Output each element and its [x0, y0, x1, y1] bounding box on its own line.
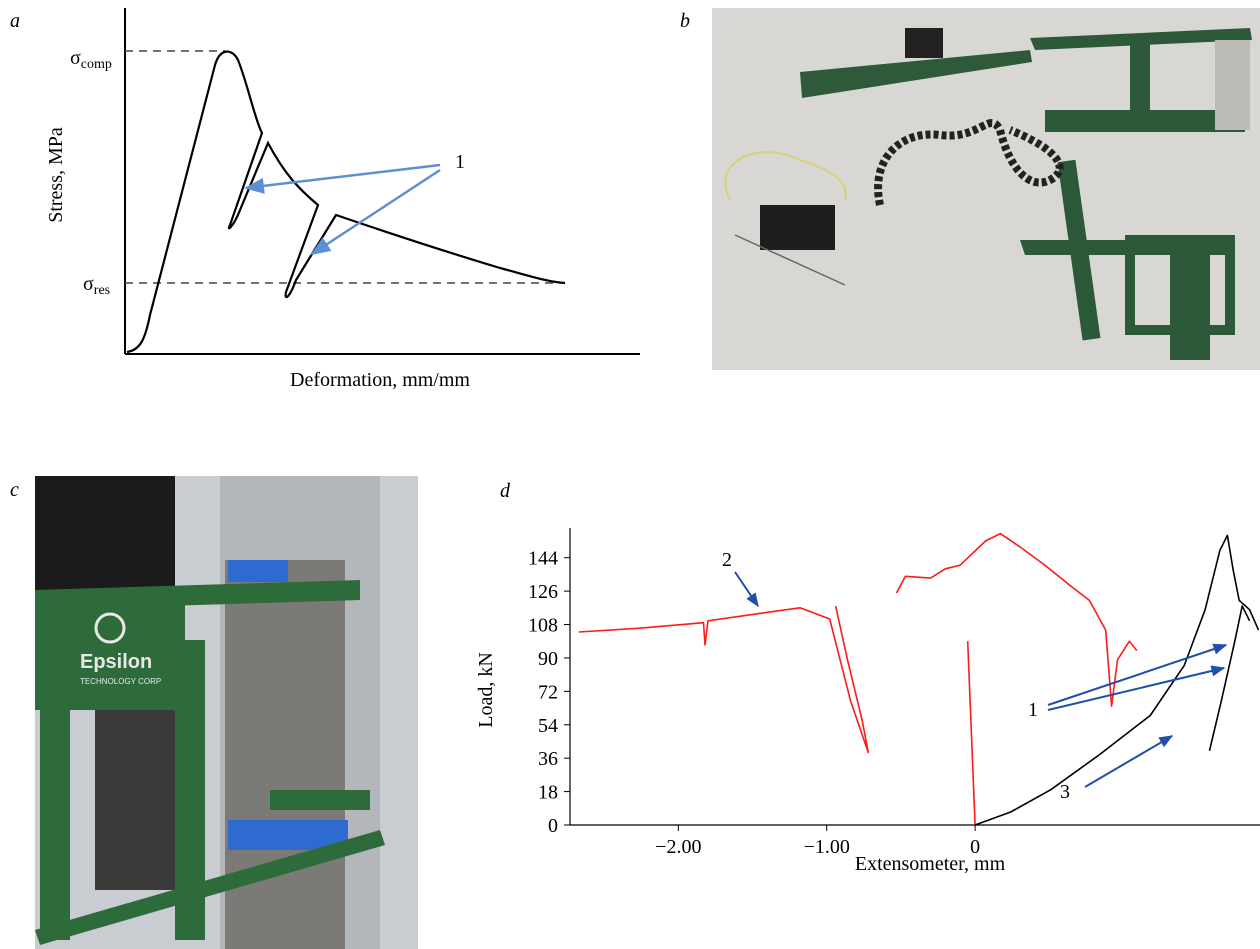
- arrow: [1084, 735, 1174, 788]
- annotation: 2: [722, 549, 732, 571]
- y-tick-label: 108: [528, 615, 558, 637]
- y-tick-label: 36: [538, 748, 558, 770]
- y-tick-label: 90: [538, 648, 558, 670]
- subscript: comp: [81, 57, 112, 72]
- level-label: σres: [83, 273, 110, 298]
- panel-label: d: [500, 480, 511, 502]
- y-tick-label: 0: [548, 815, 558, 837]
- annotation: 1: [1028, 699, 1038, 721]
- series-line: [974, 534, 1260, 826]
- x-tick-label: −2.00: [655, 836, 701, 858]
- panel-label: c: [10, 479, 19, 501]
- annotation: 1: [455, 151, 465, 173]
- panel-label: b: [680, 10, 690, 32]
- x-axis-label: Extensometer, mm: [855, 853, 1006, 875]
- symbol: σ: [70, 47, 81, 69]
- panel-label: a: [10, 10, 20, 32]
- plot: 0 18 36 54 72 90 108 126 144 −2.00 −1.00 0 2 1 3: [528, 528, 1260, 858]
- y-axis-label: Load, kN: [475, 652, 497, 728]
- series-line: [578, 532, 1138, 826]
- photo: [712, 8, 1260, 370]
- schematic-curve: [126, 50, 566, 354]
- x-tick-label: −1.00: [804, 836, 850, 858]
- annotation: 3: [1060, 781, 1070, 803]
- photo-text: TECHNOLOGY CORP: [80, 677, 161, 686]
- photo-text: Epsilon: [80, 651, 152, 673]
- arrow: [310, 168, 441, 256]
- x-axis-label: Deformation, mm/mm: [290, 369, 470, 391]
- photo: Epsilon TECHNOLOGY CORP: [35, 476, 418, 949]
- subscript: res: [94, 283, 110, 298]
- arrow: [244, 163, 441, 194]
- y-tick-label: 18: [538, 782, 558, 804]
- symbol: σ: [83, 273, 94, 295]
- level-label: σcomp: [70, 47, 112, 72]
- arrow: [734, 571, 759, 608]
- arrow: [1047, 643, 1228, 706]
- x-tick-label: 0: [970, 836, 980, 858]
- y-axis-label: Stress, MPa: [45, 127, 67, 223]
- y-tick-label: 72: [538, 681, 558, 703]
- y-tick-label: 126: [528, 581, 558, 603]
- y-tick-label: 144: [528, 548, 558, 570]
- arrow: [1047, 665, 1226, 711]
- y-tick-label: 54: [538, 715, 558, 737]
